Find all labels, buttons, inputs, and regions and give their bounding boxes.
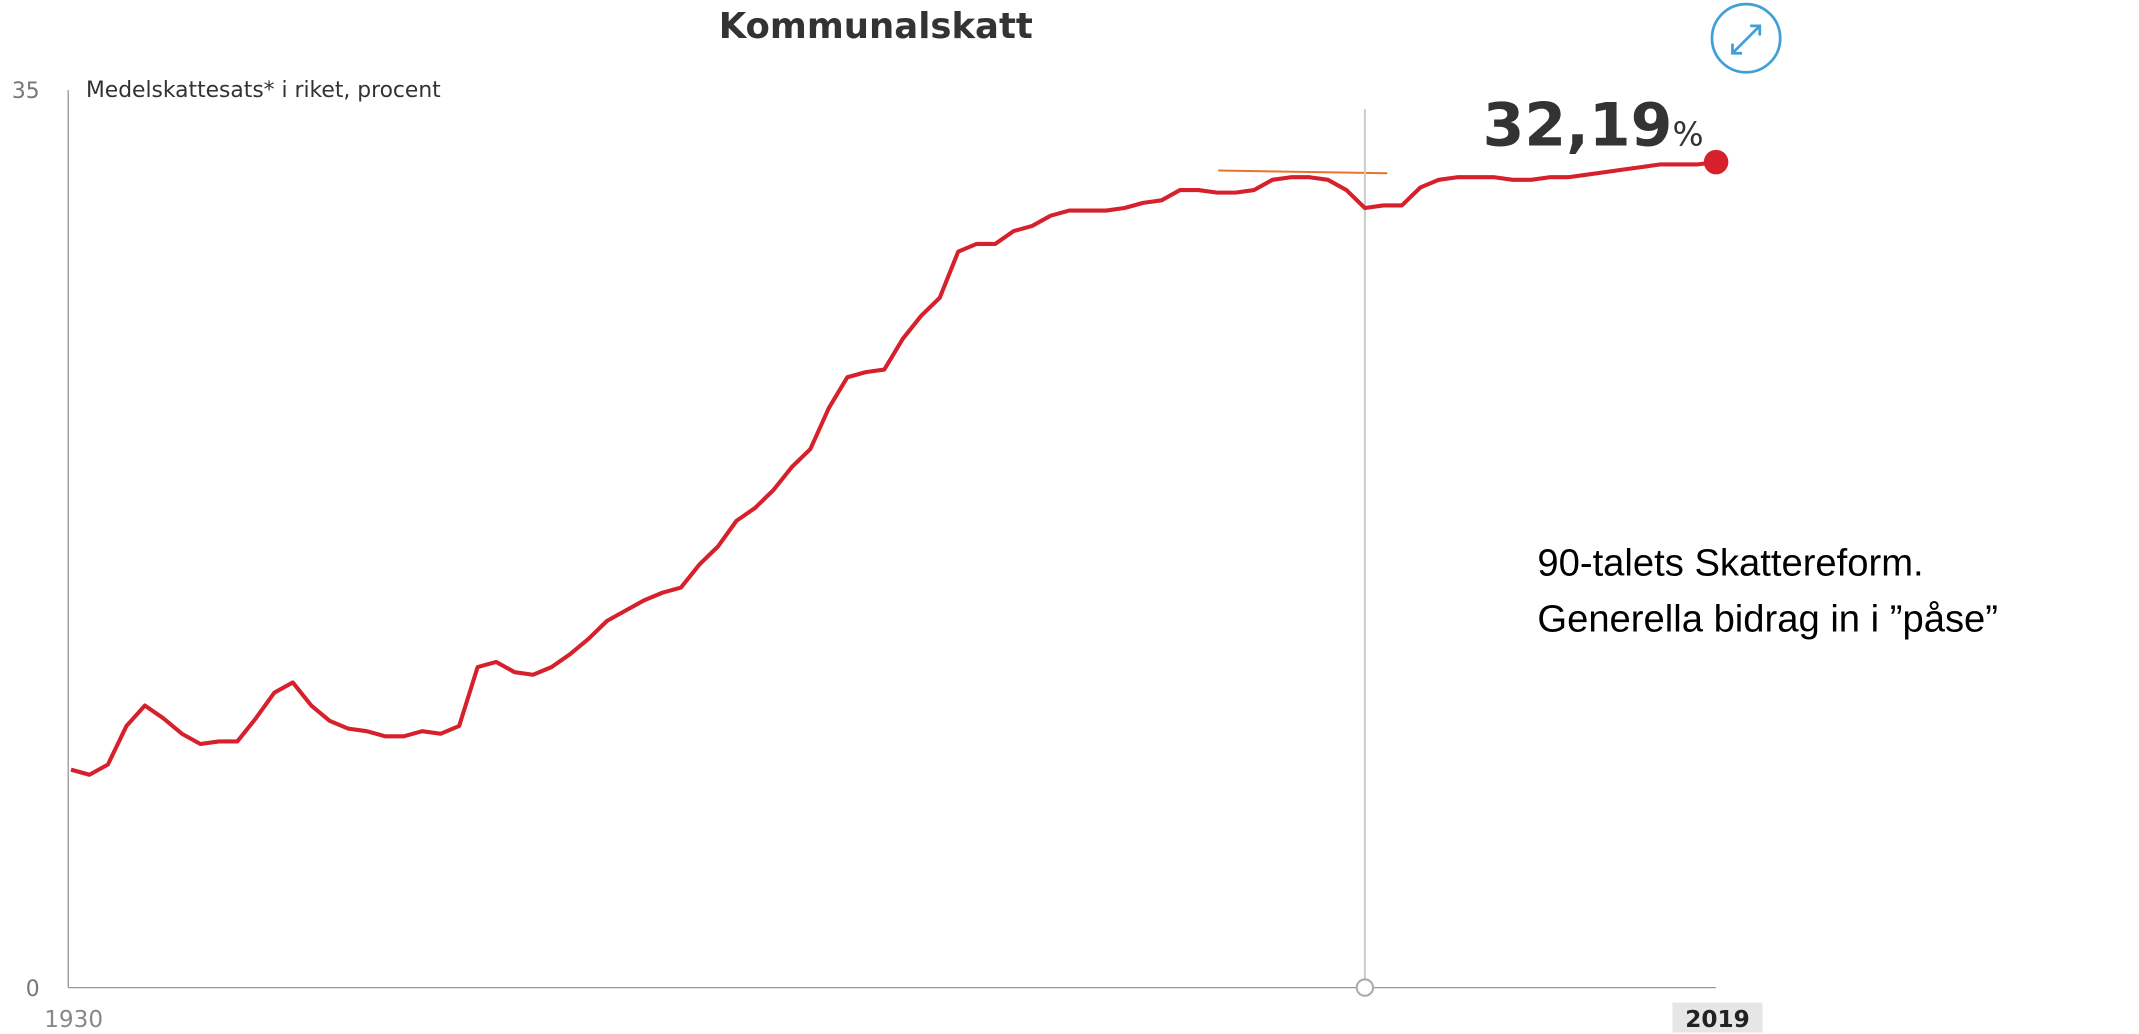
value-label: 32,19 — [1483, 91, 1673, 161]
x-tick-label: 2019 — [1685, 1006, 1750, 1033]
y-tick-label: 0 — [26, 977, 40, 1002]
drawn-line — [1218, 169, 1388, 175]
expand-button[interactable] — [1710, 2, 1782, 74]
y-axis-label: Medelskattesats* i riket, procent — [86, 78, 441, 103]
annotation-line: Generella bidrag in i ”påse” — [1537, 598, 1998, 641]
series-line — [70, 160, 1717, 777]
value-unit: % — [1672, 116, 1703, 154]
end-point — [1703, 149, 1729, 175]
expand-arrows[interactable] — [1731, 24, 1762, 55]
x-tick-label: 1930 — [44, 1006, 103, 1033]
annotation-line: 90-talets Skattereform. — [1537, 542, 1923, 585]
expand-icon[interactable] — [1710, 2, 1782, 74]
x-tick-highlight — [1672, 1002, 1763, 1033]
y-tick-label: 35 — [12, 79, 40, 104]
chart-title: Kommunalskatt — [719, 6, 1033, 47]
crosshair-handle — [1355, 978, 1375, 997]
